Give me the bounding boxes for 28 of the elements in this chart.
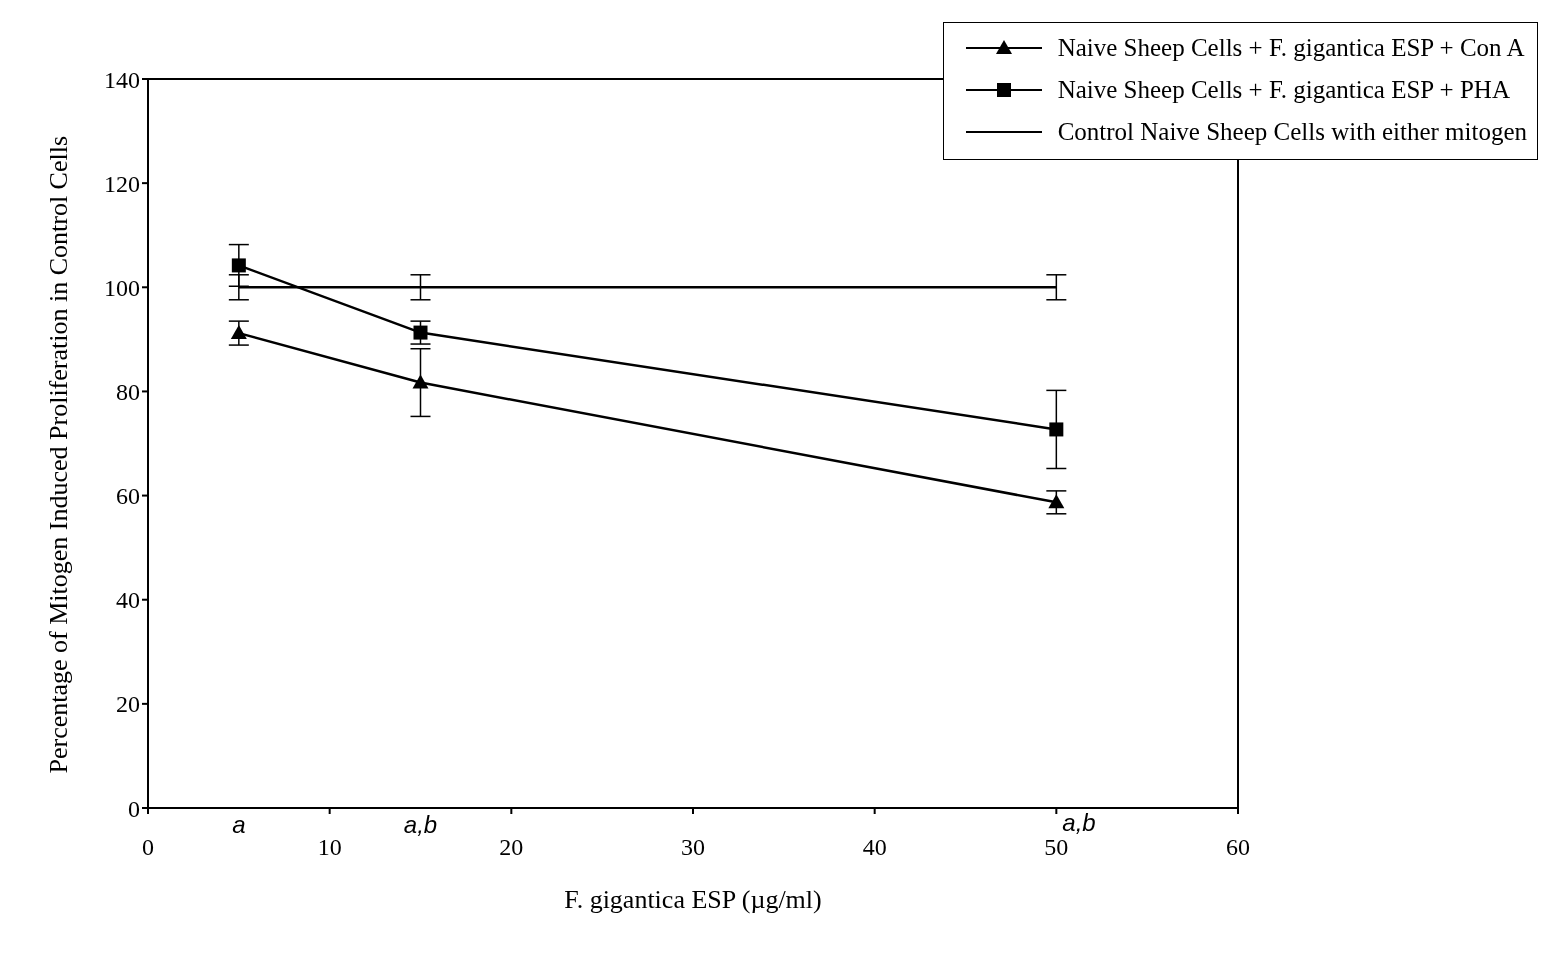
x-tick-label: 60: [1226, 834, 1250, 861]
text: a,b: [1062, 808, 1096, 836]
y-tick-label: 140: [104, 66, 140, 93]
x-tick-label: 10: [317, 834, 342, 861]
point: [1049, 422, 1064, 437]
y-tick-label: 0: [128, 795, 140, 822]
legend-label: Naive Sheep Cells + F. gigantica ESP + PHA: [1057, 76, 1510, 104]
y-tick-label: 100: [104, 274, 140, 301]
y-tick-label: 60: [116, 483, 140, 510]
y-tick-label: 40: [116, 587, 140, 614]
x-tick-label: 40: [862, 834, 887, 861]
legend-label: Control Naive Sheep Cells with either mitogen: [1057, 118, 1527, 146]
text: a: [232, 811, 246, 839]
point: [1048, 494, 1065, 509]
point: [412, 374, 429, 389]
y-tick-label: 20: [116, 691, 140, 718]
point: [231, 258, 246, 273]
x-tick-label: 30: [681, 834, 705, 861]
y-tick-label: 120: [104, 170, 140, 197]
x-tick-label: 50: [1044, 834, 1069, 861]
point: [413, 325, 428, 340]
legend-label: Naive Sheep Cells + F. gigantica ESP + Con A: [1057, 34, 1525, 62]
point: [230, 325, 247, 340]
text: a,b: [403, 811, 438, 839]
y-axis-title: Percentage of Mitogen Induced Proliferation in Control Cells: [44, 135, 74, 774]
x-axis-title: F. gigantica ESP (µg/ml): [564, 885, 822, 914]
x-tick-label: 20: [499, 834, 524, 861]
y-tick-label: 80: [116, 378, 140, 405]
